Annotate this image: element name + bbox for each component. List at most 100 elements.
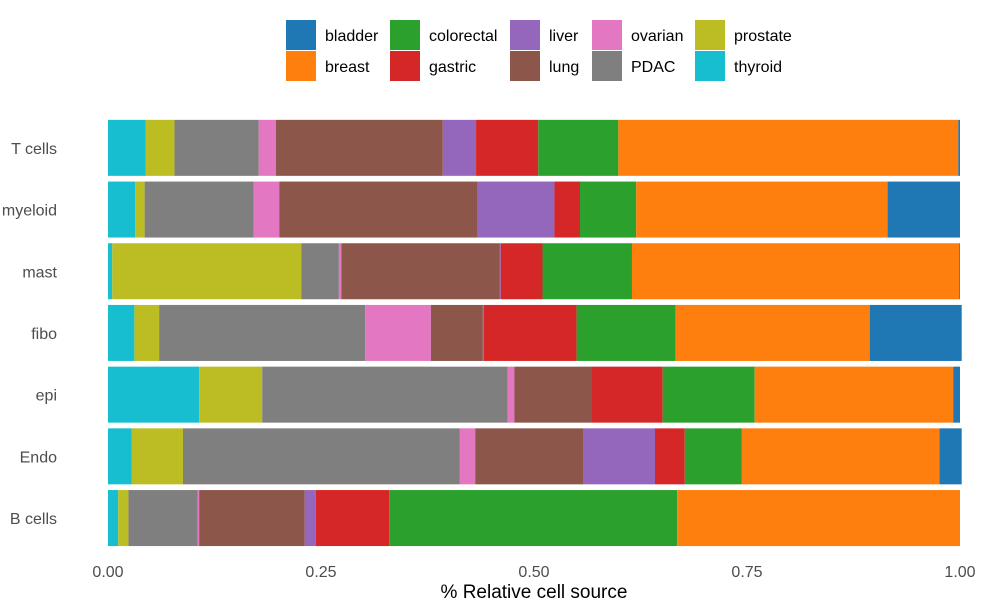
- bar-epi-breast: [754, 366, 954, 423]
- bar-mast-breast: [631, 243, 960, 300]
- bar-fibo-prostate: [134, 304, 160, 361]
- bar-mast-ovarian: [338, 243, 342, 300]
- bar-myeloid-prostate: [135, 181, 145, 238]
- x-tick-label-0: 0.00: [92, 564, 123, 581]
- bar-endo-bladder: [939, 428, 962, 485]
- bar-mast-pdac: [301, 243, 339, 300]
- bar-b-cells-prostate: [118, 490, 129, 547]
- bar-myeloid-pdac: [144, 181, 254, 238]
- bar-epi-gastric: [591, 366, 663, 423]
- legend-label-bladder: bladder: [325, 28, 379, 45]
- bar-myeloid-thyroid: [108, 181, 136, 238]
- bar-b-cells-pdac: [128, 490, 198, 547]
- bar-epi-lung: [514, 366, 592, 423]
- bar-endo-ovarian: [459, 428, 476, 485]
- bar-myeloid-lung: [279, 181, 478, 238]
- bar-b-cells-colorectal: [389, 490, 678, 547]
- y-tick-label-epi: epi: [36, 388, 57, 405]
- bar-mast-colorectal: [542, 243, 632, 300]
- bar-t-cells-prostate: [145, 119, 175, 176]
- bar-t-cells-colorectal: [538, 119, 619, 176]
- bar-t-cells-bladder: [958, 119, 960, 176]
- bar-endo-colorectal: [684, 428, 742, 485]
- bar-mast-bladder: [959, 243, 960, 300]
- x-tick-label-2: 0.50: [518, 564, 549, 581]
- legend-label-liver: liver: [549, 28, 579, 45]
- legend-swatch-liver: [510, 20, 540, 50]
- bar-mast-liver: [499, 243, 501, 300]
- bar-t-cells-gastric: [476, 119, 539, 176]
- bar-b-cells-ovarian: [197, 490, 200, 547]
- bar-fibo-colorectal: [576, 304, 676, 361]
- legend-label-thyroid: thyroid: [734, 59, 782, 76]
- x-tick-label-1: 0.25: [305, 564, 336, 581]
- bar-epi-prostate: [199, 366, 263, 423]
- legend-label-pdac: PDAC: [631, 59, 675, 76]
- bar-epi-thyroid: [108, 366, 200, 423]
- bar-fibo-lung: [430, 304, 483, 361]
- bar-fibo-liver: [482, 304, 484, 361]
- bar-mast-lung: [341, 243, 500, 300]
- legend-swatch-pdac: [592, 51, 622, 81]
- x-axis: 0.00 0.25 0.50 0.75 1.00: [92, 564, 975, 581]
- bar-fibo-breast: [675, 304, 870, 361]
- bar-endo-liver: [583, 428, 655, 485]
- bar-fibo-bladder: [869, 304, 962, 361]
- y-tick-label-fibo: fibo: [31, 326, 57, 343]
- y-axis: T cells myeloid mast fibo epi Endo B cells: [2, 141, 58, 528]
- legend-swatch-gastric: [390, 51, 420, 81]
- bar-t-cells-thyroid: [108, 119, 146, 176]
- bar-b-cells-lung: [199, 490, 305, 547]
- bar-fibo-ovarian: [365, 304, 431, 361]
- legend-swatch-colorectal: [390, 20, 420, 50]
- bar-fibo-gastric: [483, 304, 577, 361]
- bar-b-cells-breast: [677, 490, 960, 547]
- legend-label-gastric: gastric: [429, 59, 476, 76]
- bar-t-cells-breast: [618, 119, 959, 176]
- bar-myeloid-ovarian: [253, 181, 280, 238]
- x-tick-label-3: 0.75: [731, 564, 762, 581]
- y-tick-label-myeloid: myeloid: [2, 203, 57, 220]
- bar-endo-lung: [475, 428, 584, 485]
- bar-mast-thyroid: [108, 243, 113, 300]
- legend-swatch-ovarian: [592, 20, 622, 50]
- bar-t-cells-liver: [442, 119, 477, 176]
- bar-myeloid-breast: [636, 181, 888, 238]
- bars: [108, 119, 962, 547]
- y-tick-label-t-cells: T cells: [11, 141, 57, 158]
- bar-epi-bladder: [953, 366, 960, 423]
- legend-swatch-bladder: [286, 20, 316, 50]
- bar-fibo-pdac: [159, 304, 366, 361]
- bar-mast-gastric: [500, 243, 543, 300]
- bar-epi-pdac: [262, 366, 508, 423]
- bar-t-cells-ovarian: [258, 119, 276, 176]
- legend-label-colorectal: colorectal: [429, 28, 497, 45]
- bar-endo-thyroid: [108, 428, 132, 485]
- legend-label-lung: lung: [549, 59, 579, 76]
- bar-myeloid-colorectal: [580, 181, 637, 238]
- bar-b-cells-thyroid: [108, 490, 119, 547]
- bar-b-cells-liver: [304, 490, 316, 547]
- legend-label-ovarian: ovarian: [631, 28, 683, 45]
- bar-mast-prostate: [112, 243, 302, 300]
- y-tick-label-b-cells: B cells: [10, 511, 57, 528]
- bar-fibo-thyroid: [108, 304, 135, 361]
- y-tick-label-endo: Endo: [20, 449, 57, 466]
- legend-label-prostate: prostate: [734, 28, 792, 45]
- legend-swatch-thyroid: [695, 51, 725, 81]
- bar-t-cells-pdac: [174, 119, 259, 176]
- legend-swatch-prostate: [695, 20, 725, 50]
- legend-label-breast: breast: [325, 59, 370, 76]
- bar-endo-prostate: [131, 428, 183, 485]
- bar-epi-colorectal: [662, 366, 755, 423]
- bar-myeloid-gastric: [554, 181, 581, 238]
- bar-t-cells-lung: [275, 119, 443, 176]
- bar-epi-ovarian: [507, 366, 515, 423]
- legend-swatch-breast: [286, 51, 316, 81]
- y-tick-label-mast: mast: [22, 264, 57, 281]
- bar-endo-breast: [741, 428, 940, 485]
- bar-b-cells-gastric: [315, 490, 390, 547]
- legend: bladder breast colorectal gastric liver lung o…: [286, 20, 792, 81]
